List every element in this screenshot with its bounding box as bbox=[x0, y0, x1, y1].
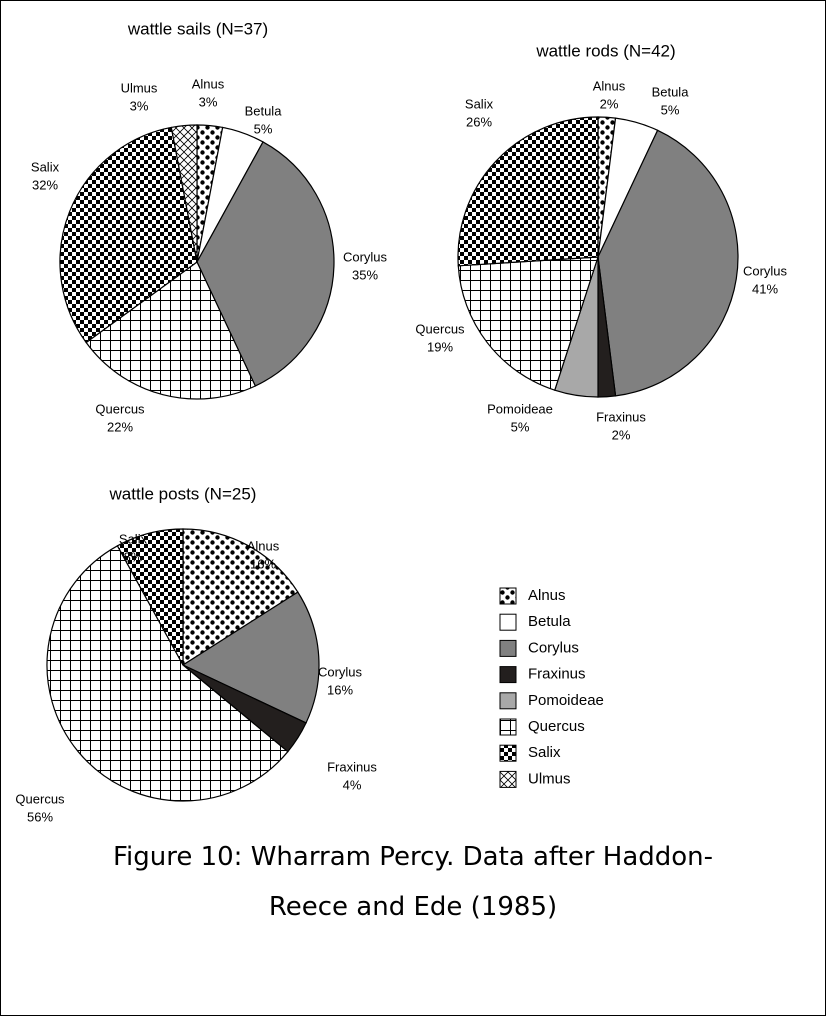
slice-value-label: 2% bbox=[612, 427, 631, 442]
slice-label: Betula bbox=[652, 84, 690, 99]
slice-value-label: 2% bbox=[600, 96, 619, 111]
pie-slice bbox=[196, 141, 335, 387]
pie-slice bbox=[457, 116, 599, 267]
slice-value-label: 56% bbox=[27, 809, 53, 824]
slice-value-label: 8% bbox=[124, 549, 143, 564]
legend-swatch bbox=[499, 666, 517, 684]
legend-swatch bbox=[499, 770, 517, 788]
legend-label: Quercus bbox=[528, 718, 585, 735]
chart-title: wattle posts (N=25) bbox=[109, 484, 257, 503]
legend-swatch bbox=[499, 613, 517, 631]
legend-swatch bbox=[499, 718, 517, 736]
slice-label: Corylus bbox=[318, 664, 363, 679]
slice-value-label: 5% bbox=[254, 121, 273, 136]
slice-label: Salix bbox=[31, 159, 60, 174]
slice-value-label: 3% bbox=[199, 94, 218, 109]
slice-label: Alnus bbox=[247, 538, 280, 553]
slice-label: Quercus bbox=[95, 401, 145, 416]
legend-swatch bbox=[499, 744, 517, 762]
slice-label: Betula bbox=[245, 103, 283, 118]
slice-value-label: 3% bbox=[130, 98, 149, 113]
slice-label: Alnus bbox=[192, 76, 225, 91]
legend-label: Ulmus bbox=[528, 770, 571, 787]
slice-label: Quercus bbox=[15, 791, 65, 806]
pie-slice bbox=[457, 256, 599, 391]
slice-value-label: 4% bbox=[343, 777, 362, 792]
pie-slice bbox=[170, 124, 198, 263]
legend-swatch bbox=[499, 587, 517, 605]
slice-label: Alnus bbox=[593, 78, 626, 93]
pie-slice bbox=[181, 591, 320, 724]
slice-value-label: 5% bbox=[511, 419, 530, 434]
pie-slice bbox=[597, 129, 739, 397]
slice-value-label: 41% bbox=[752, 281, 778, 296]
pie-slice bbox=[85, 261, 257, 400]
slice-label: Corylus bbox=[343, 249, 388, 264]
pie-slice bbox=[182, 528, 299, 667]
legend-label: Betula bbox=[528, 613, 571, 630]
slice-label: Ulmus bbox=[121, 80, 158, 95]
chart-title: wattle rods (N=42) bbox=[535, 41, 675, 60]
slice-label: Fraxinus bbox=[596, 409, 646, 424]
slice-label: Salix bbox=[119, 531, 148, 546]
slice-label: Salix bbox=[465, 96, 494, 111]
slice-label: Pomoideae bbox=[487, 401, 553, 416]
legend-swatch bbox=[499, 692, 517, 710]
slice-label: Corylus bbox=[743, 263, 788, 278]
slice-value-label: 19% bbox=[427, 339, 453, 354]
legend-swatch bbox=[499, 639, 517, 657]
slice-label: Fraxinus bbox=[327, 759, 377, 774]
legend-label: Corylus bbox=[528, 639, 579, 656]
slice-value-label: 16% bbox=[250, 556, 276, 571]
legend-label: Alnus bbox=[528, 587, 566, 604]
legend-label: Fraxinus bbox=[528, 666, 586, 683]
pie-slice bbox=[116, 528, 184, 666]
slice-value-label: 22% bbox=[107, 419, 133, 434]
chart-title: wattle sails (N=37) bbox=[127, 19, 268, 38]
slice-value-label: 16% bbox=[327, 682, 353, 697]
slice-value-label: 26% bbox=[466, 114, 492, 129]
slice-value-label: 5% bbox=[661, 102, 680, 117]
pie-slice bbox=[46, 545, 289, 802]
legend-label: Salix bbox=[528, 744, 561, 761]
slice-value-label: 35% bbox=[352, 267, 378, 282]
caption: Figure 10: Wharram Percy. Data after Had… bbox=[112, 842, 714, 922]
slice-label: Quercus bbox=[415, 321, 465, 336]
legend-label: Pomoideae bbox=[528, 692, 604, 709]
pie-slice bbox=[59, 126, 198, 344]
slice-value-label: 32% bbox=[32, 177, 58, 192]
